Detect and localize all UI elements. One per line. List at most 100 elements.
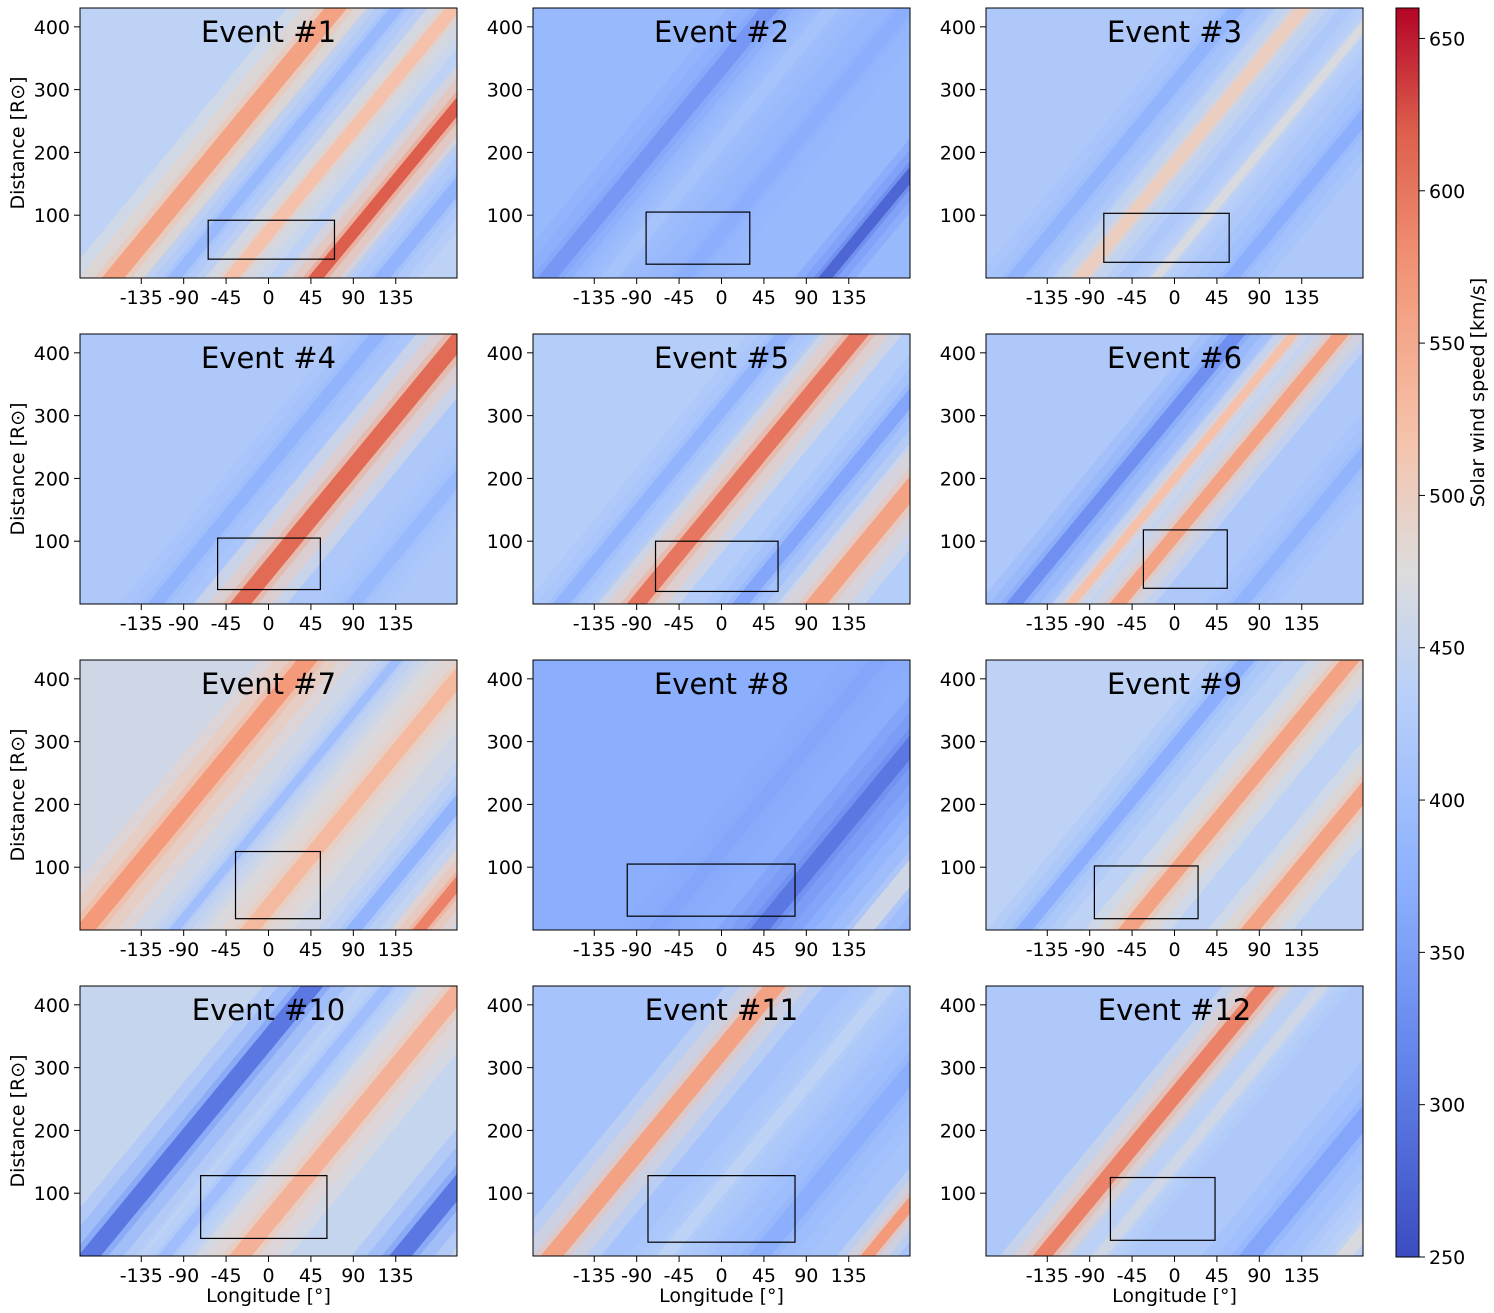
y-tick-label: 300 bbox=[34, 406, 70, 428]
panel-title: Event #5 bbox=[654, 341, 789, 375]
panel-title: Event #8 bbox=[654, 667, 789, 701]
speed-band-core bbox=[1092, 986, 1330, 1256]
y-tick-label: 400 bbox=[34, 17, 70, 39]
speed-band-core bbox=[818, 166, 910, 278]
panel-title: Event #7 bbox=[201, 667, 336, 701]
x-tick-label: 135 bbox=[831, 287, 867, 309]
speed-band-core bbox=[1005, 8, 1246, 278]
x-tick-label: -90 bbox=[1074, 939, 1105, 961]
x-tick-label: -90 bbox=[1074, 613, 1105, 635]
y-tick-label: 400 bbox=[940, 17, 976, 39]
x-axis-label: Longitude [°] bbox=[1112, 1285, 1237, 1307]
speed-band-core bbox=[749, 735, 910, 930]
speed-band bbox=[206, 660, 457, 930]
x-tick-label: -135 bbox=[573, 939, 616, 961]
speed-band-core bbox=[1149, 19, 1363, 278]
speed-band bbox=[1194, 73, 1363, 278]
panel-title: Event #11 bbox=[645, 993, 799, 1027]
speed-band-core bbox=[167, 8, 405, 278]
x-tick-label: -45 bbox=[664, 939, 695, 961]
speed-band-core bbox=[344, 468, 457, 604]
y-tick-label: 300 bbox=[940, 1058, 976, 1080]
x-tick-label: 0 bbox=[715, 287, 727, 309]
panel: Event #2 -135 -90 -45 0 45 90 135 100 200 300 400 bbox=[487, 7, 911, 309]
x-tick-label: -90 bbox=[621, 613, 652, 635]
x-tick-label: 135 bbox=[378, 613, 414, 635]
y-tick-label: 300 bbox=[940, 80, 976, 102]
colorbar-tick-label: 300 bbox=[1429, 1095, 1465, 1117]
event-window-box bbox=[207, 219, 336, 260]
panel-title: Event #1 bbox=[201, 15, 336, 49]
x-tick-label: 135 bbox=[378, 287, 414, 309]
x-tick-label: -45 bbox=[1117, 939, 1148, 961]
y-tick-label: 400 bbox=[487, 17, 523, 39]
speed-field bbox=[80, 334, 457, 604]
x-tick-label: -45 bbox=[1117, 1265, 1148, 1287]
y-tick-label: 400 bbox=[940, 669, 976, 691]
speed-field bbox=[986, 334, 1363, 604]
speed-band-core bbox=[1015, 660, 1256, 930]
x-tick-label: -90 bbox=[168, 287, 199, 309]
x-tick-label: -45 bbox=[211, 613, 242, 635]
y-tick-label: 100 bbox=[940, 1183, 976, 1205]
y-tick-label: 300 bbox=[487, 406, 523, 428]
y-tick-label: 200 bbox=[34, 142, 70, 164]
speed-band bbox=[794, 138, 910, 278]
y-axis-label: Distance [R⊙] bbox=[7, 76, 29, 209]
speed-band-core bbox=[412, 875, 457, 930]
speed-band-core bbox=[1335, 1222, 1363, 1256]
y-tick-label: 300 bbox=[940, 406, 976, 428]
speed-band-core bbox=[222, 8, 457, 278]
x-tick-label: 135 bbox=[1284, 939, 1320, 961]
x-tick-label: 45 bbox=[1205, 613, 1229, 635]
colorbar-tick-label: 450 bbox=[1429, 638, 1465, 660]
y-tick-label: 100 bbox=[487, 205, 523, 227]
x-tick-label: 0 bbox=[715, 939, 727, 961]
y-tick-label: 100 bbox=[34, 1183, 70, 1205]
event-window-box bbox=[1103, 212, 1230, 263]
speed-band-core bbox=[1071, 8, 1312, 278]
colorbar-tick-label: 400 bbox=[1429, 790, 1465, 812]
x-tick-label: 135 bbox=[831, 1265, 867, 1287]
speed-band-core bbox=[1117, 660, 1361, 930]
x-tick-label: 90 bbox=[794, 613, 818, 635]
x-tick-label: -135 bbox=[1026, 939, 1069, 961]
event-window-box bbox=[645, 211, 751, 265]
x-tick-label: -90 bbox=[1074, 1265, 1105, 1287]
speed-band-core bbox=[860, 1196, 910, 1256]
speed-band bbox=[1200, 1059, 1363, 1256]
speed-field bbox=[986, 8, 1363, 278]
y-tick-label: 200 bbox=[940, 794, 976, 816]
speed-field bbox=[533, 986, 910, 1256]
panel-title: Event #10 bbox=[192, 993, 346, 1027]
x-tick-label: -45 bbox=[664, 287, 695, 309]
x-tick-label: 90 bbox=[341, 287, 365, 309]
x-tick-label: 0 bbox=[1168, 287, 1180, 309]
speed-band-core bbox=[344, 794, 457, 930]
speed-band bbox=[316, 433, 457, 604]
panel: Event #6 -135 -90 -45 0 45 90 135 100 200 300 400 bbox=[940, 333, 1364, 635]
panel-title: Event #2 bbox=[654, 15, 789, 49]
x-tick-label: 135 bbox=[378, 1265, 414, 1287]
x-tick-label: 90 bbox=[341, 1265, 365, 1287]
event-window-box bbox=[234, 850, 321, 920]
speed-band-core bbox=[1065, 334, 1300, 604]
x-axis-label: Longitude [°] bbox=[206, 1285, 331, 1307]
speed-band bbox=[191, 986, 457, 1256]
speed-field bbox=[80, 660, 457, 930]
speed-band-core bbox=[1240, 781, 1363, 930]
x-tick-label: -135 bbox=[120, 613, 163, 635]
speed-band-core bbox=[851, 859, 910, 930]
x-tick-label: 0 bbox=[262, 287, 274, 309]
speed-band bbox=[1203, 411, 1363, 604]
y-tick-label: 100 bbox=[487, 857, 523, 879]
x-tick-label: 45 bbox=[299, 287, 323, 309]
speed-band bbox=[716, 695, 910, 930]
x-tick-label: 45 bbox=[1205, 1265, 1229, 1287]
speed-field bbox=[80, 8, 457, 278]
y-axis-label: Distance [R⊙] bbox=[7, 1054, 29, 1187]
event-window-box bbox=[647, 1175, 796, 1243]
colorbar-tick-label: 600 bbox=[1429, 181, 1465, 203]
x-tick-label: -90 bbox=[1074, 287, 1105, 309]
x-tick-label: 0 bbox=[1168, 939, 1180, 961]
